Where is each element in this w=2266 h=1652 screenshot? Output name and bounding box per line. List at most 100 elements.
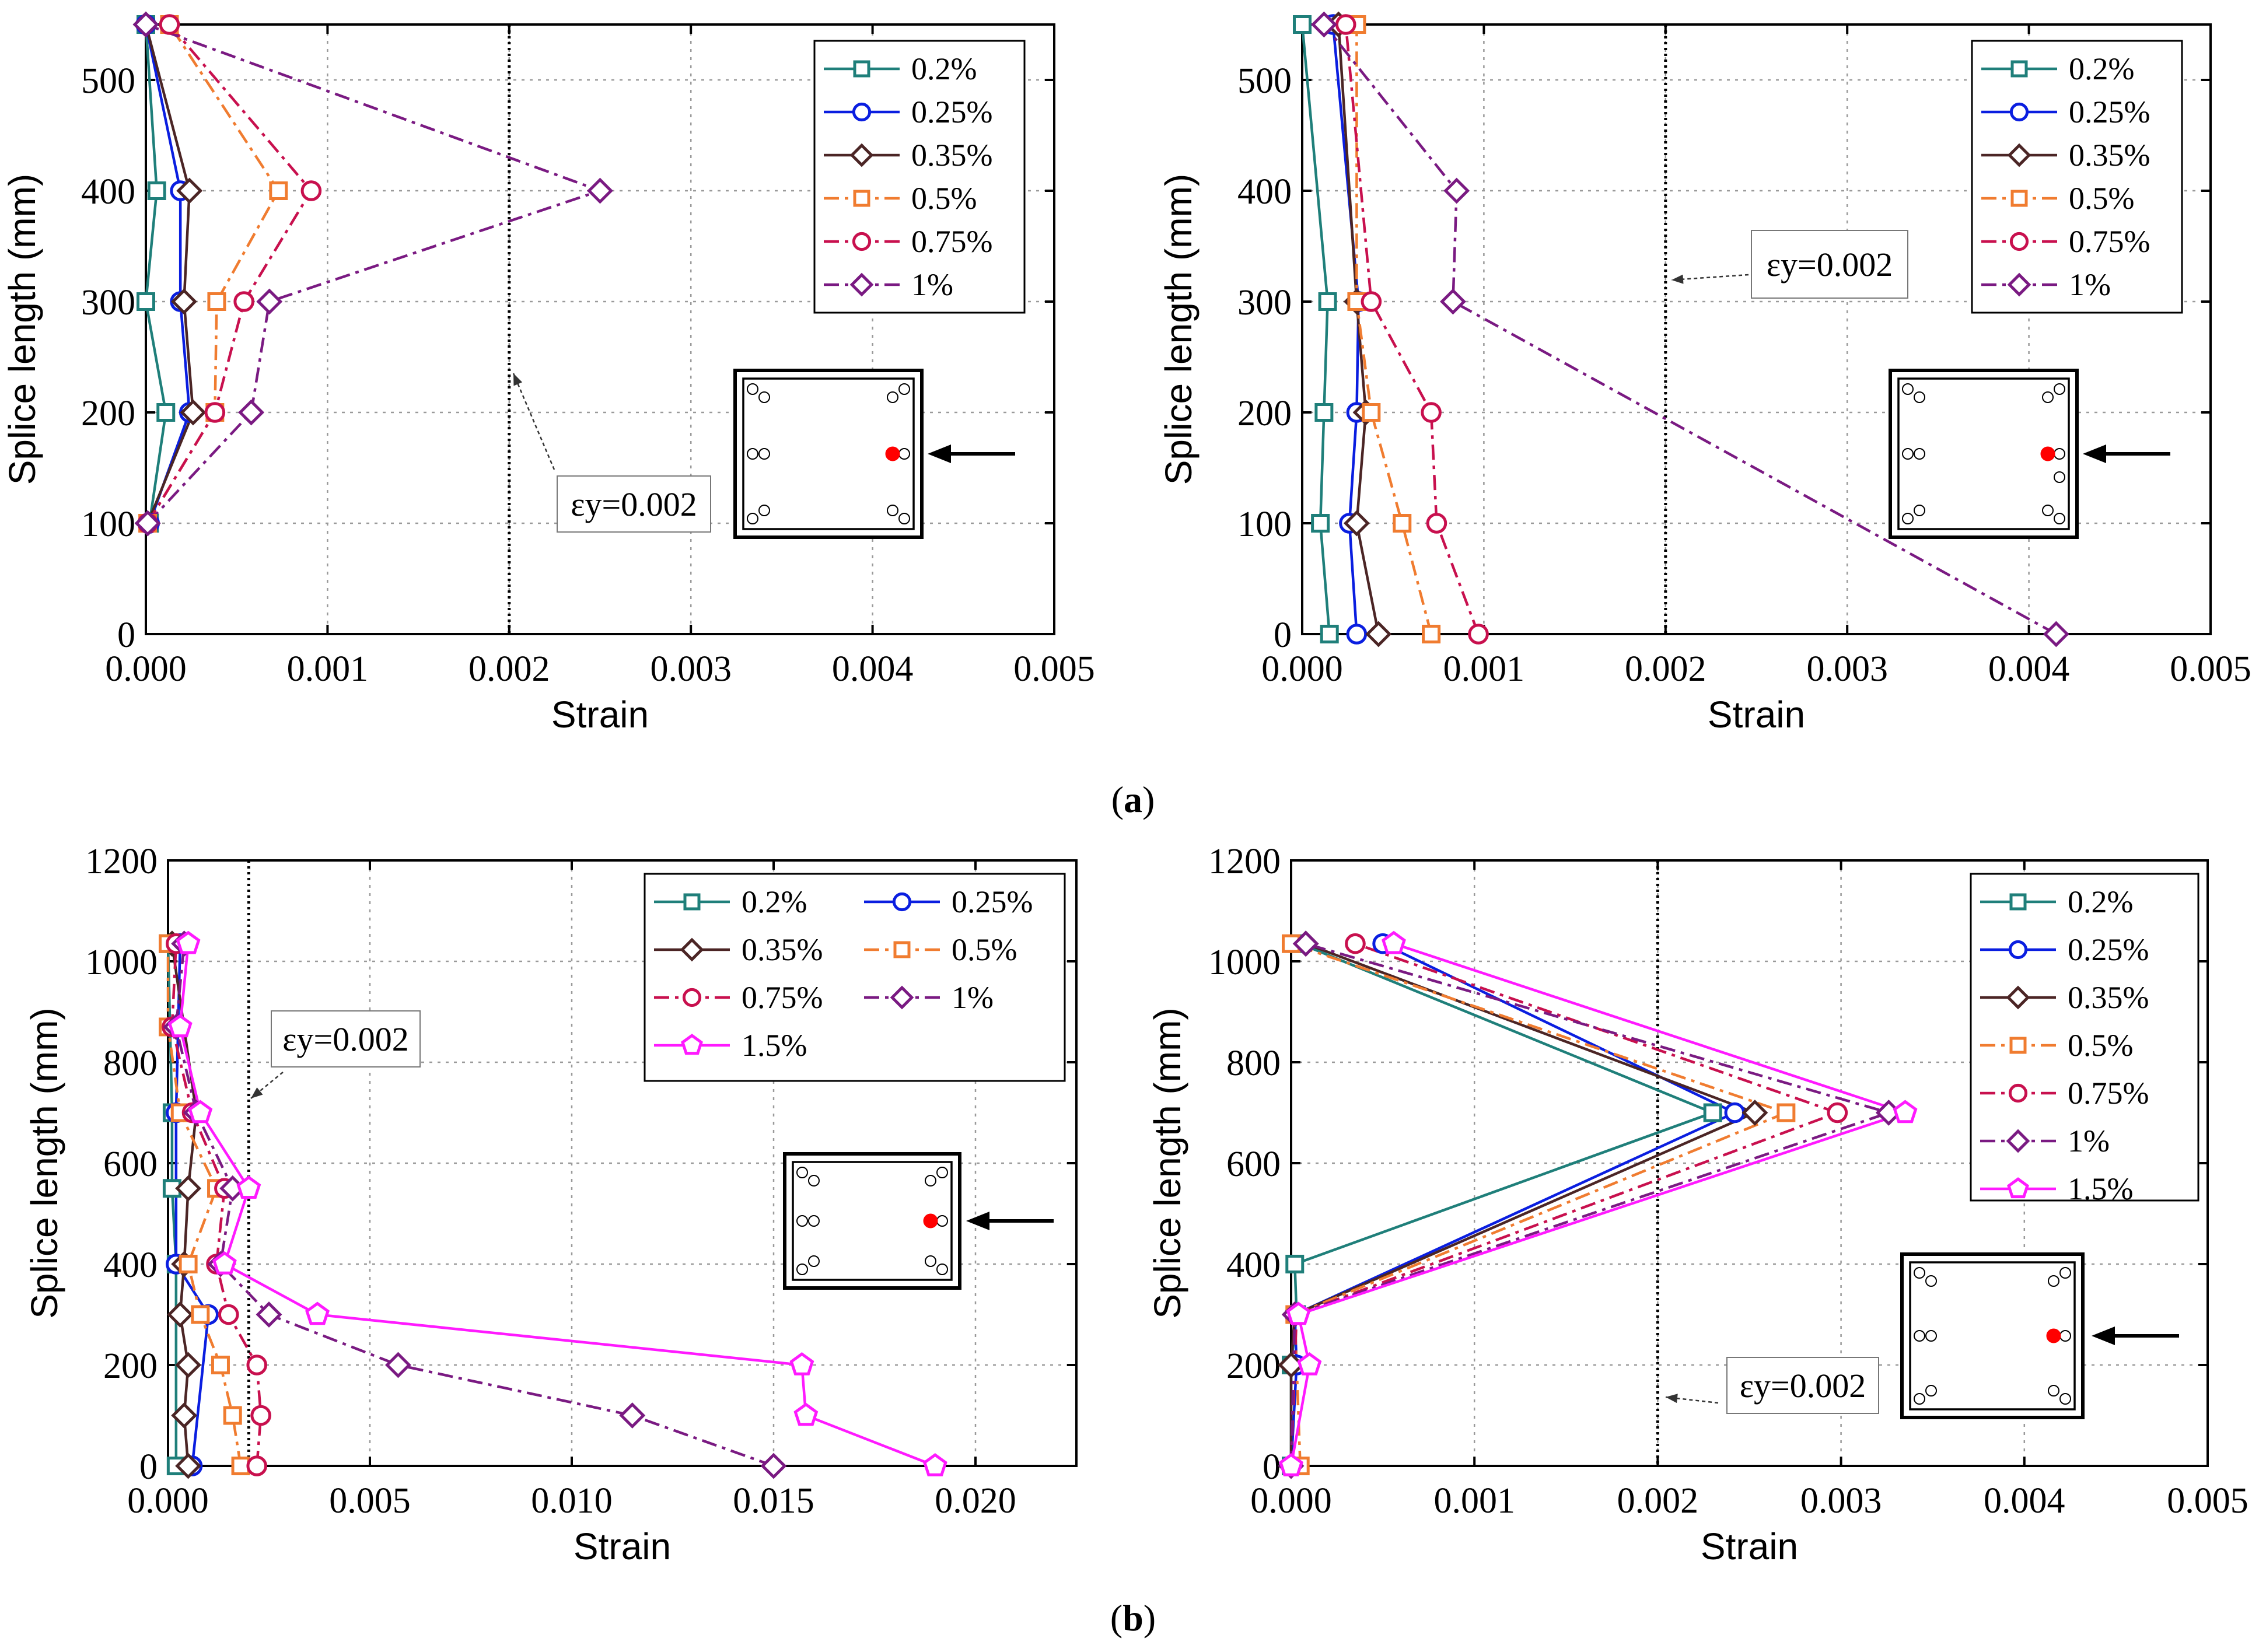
data-point-1.5% — [176, 930, 201, 954]
yield-annotation-text: εy=0.002 — [1740, 1367, 1866, 1405]
legend-label: 0.25% — [911, 94, 992, 130]
x-tick-label: 0.005 — [2167, 1481, 2248, 1521]
x-tick-label: 0.005 — [329, 1481, 411, 1521]
data-point-0.35% — [167, 1301, 194, 1328]
rebar — [808, 1175, 820, 1186]
caption-a-letter: a — [1124, 779, 1142, 820]
section-stirrup — [1909, 1261, 2076, 1410]
legend-swatch-marker — [852, 232, 872, 251]
data-point-0.35% — [1742, 1100, 1768, 1126]
legend-label: 0.5% — [952, 932, 1017, 967]
data-point-1.5% — [793, 1402, 819, 1426]
legend-swatch-marker — [853, 60, 870, 78]
rebar — [796, 1264, 808, 1275]
data-point-1.5% — [188, 1100, 213, 1124]
rebar — [796, 1215, 808, 1227]
data-point-0.5% — [211, 1356, 230, 1374]
caption-b-letter: b — [1122, 1597, 1144, 1639]
section-stirrup — [1897, 377, 2070, 530]
y-tick-label: 800 — [103, 1044, 158, 1083]
legend-label: 1% — [2068, 1124, 2110, 1158]
data-point-0.35% — [1343, 510, 1370, 537]
x-tick-label: 0.004 — [1988, 649, 2070, 689]
legend-label: 0.2% — [742, 884, 807, 919]
legend-label: 0.5% — [2068, 1028, 2133, 1063]
yield-annotation: εy=0.002 — [250, 1010, 421, 1099]
data-point-1% — [1292, 930, 1319, 957]
rebar — [936, 1167, 948, 1178]
y-tick-label: 0 — [139, 1447, 158, 1487]
series-line-0.5% — [1291, 942, 1790, 1466]
rebar — [747, 513, 758, 524]
data-point-0.75% — [1827, 1102, 1848, 1124]
legend-label: 0.5% — [2069, 181, 2134, 216]
series-line-0.75% — [170, 943, 263, 1466]
legend-swatch-marker — [680, 937, 704, 962]
rebar — [898, 383, 910, 395]
yield-annotation-arrowhead — [251, 1087, 263, 1098]
data-point-1% — [587, 177, 613, 204]
legend-label: 0.2% — [2068, 884, 2133, 919]
yield-annotation: εy=0.002 — [1665, 1357, 1879, 1414]
y-tick-label: 400 — [81, 172, 135, 212]
y-tick-label: 1000 — [85, 943, 158, 982]
yield-annotation-arrowhead — [1666, 1394, 1678, 1404]
y-tick-label: 200 — [1226, 1346, 1281, 1386]
series-group — [1293, 11, 2069, 648]
y-tick-label: 400 — [103, 1245, 158, 1285]
legend-swatch-marker — [2009, 893, 2027, 911]
rebar — [1925, 1275, 1937, 1287]
y-tick-label: 100 — [81, 505, 135, 544]
legend-swatch-marker — [2008, 940, 2028, 960]
x-tick-label: 0.000 — [1261, 649, 1343, 689]
x-tick-label: 0.020 — [935, 1481, 1016, 1521]
x-tick-label: 0.003 — [1806, 649, 1888, 689]
series-line-0.75% — [1344, 24, 1480, 635]
x-tick-label: 0.003 — [1800, 1481, 1882, 1521]
series-line-1% — [1289, 942, 1893, 1466]
series-group — [1278, 930, 1918, 1479]
data-point-0.35% — [1365, 621, 1392, 648]
data-point-0.75% — [1421, 402, 1442, 423]
data-point-1% — [385, 1352, 411, 1378]
data-point-1% — [256, 288, 283, 315]
data-point-0.2% — [1318, 292, 1337, 311]
data-point-0.5% — [1393, 514, 1412, 533]
data-point-0.35% — [175, 1352, 202, 1378]
data-point-1.5% — [922, 1453, 947, 1476]
data-point-0.75% — [218, 1304, 239, 1325]
data-point-0.35% — [180, 399, 207, 426]
data-point-1% — [760, 1452, 787, 1479]
cross-section-inset — [733, 369, 1015, 539]
data-point-1% — [132, 11, 159, 38]
x-tick-label: 0.005 — [2170, 649, 2251, 689]
y-axis-label: Splice length (mm) — [23, 1007, 65, 1319]
data-point-0.2% — [1314, 403, 1334, 422]
gauged-rebar — [923, 1213, 938, 1228]
data-point-0.5% — [191, 1305, 210, 1324]
yield-annotation-leader — [1665, 1396, 1719, 1404]
data-point-0.5% — [1422, 625, 1441, 643]
data-point-0.75% — [250, 1405, 271, 1426]
y-tick-label: 800 — [1226, 1044, 1281, 1083]
legend-swatch-marker — [2006, 985, 2030, 1010]
legend-label: 0.25% — [952, 884, 1033, 919]
data-point-0.2% — [1285, 1255, 1305, 1273]
rebar — [758, 505, 770, 516]
yield-annotation-text: εy=0.002 — [571, 485, 697, 523]
cross-section-inset — [783, 1152, 1054, 1290]
y-tick-label: 200 — [81, 394, 135, 433]
series-line-0.2% — [1300, 24, 1331, 635]
rebar — [2059, 1267, 2071, 1279]
data-point-0.25% — [1346, 624, 1368, 645]
yield-annotation-text: εy=0.002 — [1767, 246, 1893, 284]
x-tick-label: 0.004 — [832, 649, 914, 689]
y-axis-label: Splice length (mm) — [1158, 174, 1200, 485]
series-line-0.2% — [1289, 942, 1716, 1466]
legend-swatch-marker — [2010, 190, 2028, 207]
legend-swatch-marker — [2008, 1083, 2028, 1103]
x-tick-label: 0.005 — [1013, 649, 1095, 689]
legend-swatch-marker — [852, 102, 872, 122]
section-pointer-head — [2083, 444, 2106, 463]
legend-swatch-marker — [2007, 1177, 2029, 1199]
